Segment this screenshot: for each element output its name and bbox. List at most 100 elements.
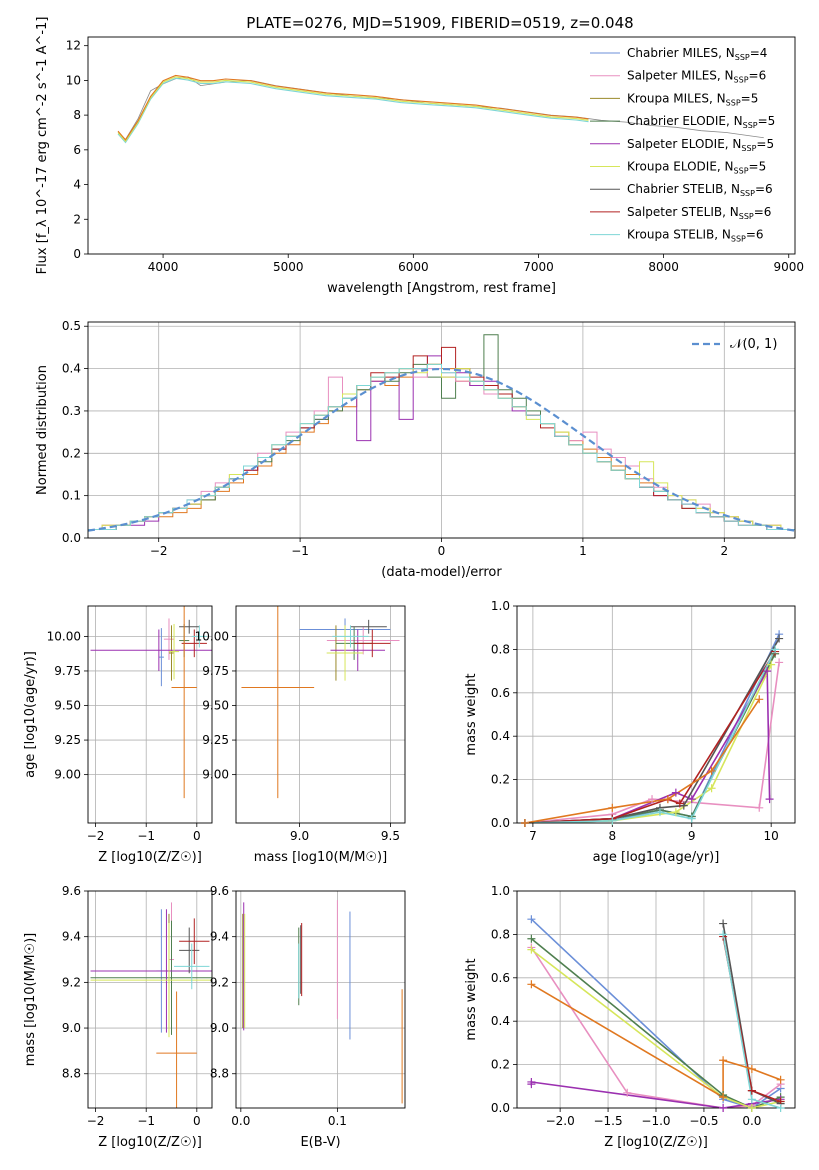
plus-marker bbox=[527, 945, 536, 954]
plus-marker bbox=[775, 658, 784, 667]
y-tick-label: 6 bbox=[73, 143, 81, 157]
plot-area bbox=[117, 74, 764, 144]
legend-count: =5 bbox=[741, 91, 759, 105]
x-axis-label: Z [log10(Z/Z☉)] bbox=[604, 1135, 708, 1150]
y-tick-label: 4 bbox=[73, 178, 81, 192]
grid-lines bbox=[88, 890, 212, 1108]
y-tick-label: 2 bbox=[73, 212, 81, 226]
grid-lines bbox=[236, 606, 405, 823]
plus-marker bbox=[775, 634, 784, 643]
y-tick-label: 8 bbox=[73, 108, 81, 122]
y-tick-label: 9.25 bbox=[54, 733, 81, 747]
y-tick-label: 9.25 bbox=[202, 733, 229, 747]
x-tick-label: −2 bbox=[87, 829, 105, 843]
legend-subscript: SSP bbox=[734, 167, 749, 176]
mass-weight-vs-age-panel: 7 8 9 10 0.0 0.2 0.4 0.6 0.8 1.0 age [log10(age/yr… bbox=[464, 599, 796, 865]
axes-frame bbox=[87, 36, 796, 255]
x-tick-label: 9.5 bbox=[381, 829, 400, 843]
legend-label: 𝒩(0, 1) bbox=[730, 337, 777, 352]
plus-marker bbox=[675, 799, 684, 808]
y-tick-label: 0.6 bbox=[491, 971, 510, 985]
mass-weight-vs-metallicity-panel: −2.0 −1.5 −1.0 −0.5 0.0 0.0 0.2 0.4 0.6 0.8 1.0 Z [… bbox=[464, 884, 796, 1150]
model-spectrum-line bbox=[117, 76, 589, 143]
y-tick-label: 8.8 bbox=[210, 1067, 229, 1081]
y-tick-label: 0.0 bbox=[491, 1101, 510, 1115]
legend-subscript: SSP bbox=[739, 212, 754, 221]
plus-marker bbox=[527, 915, 536, 924]
legend-count: =6 bbox=[746, 228, 764, 242]
x-tick-label: −1 bbox=[137, 1114, 155, 1128]
x-tick-label: −1.5 bbox=[593, 1114, 622, 1128]
axes-frame bbox=[516, 890, 796, 1109]
y-tick-label: 9.50 bbox=[202, 699, 229, 713]
plus-marker bbox=[719, 930, 728, 939]
legend: Chabrier MILES, NSSP=4 Salpeter MILES, NS… bbox=[590, 46, 775, 244]
plot-area bbox=[88, 334, 795, 532]
axes-frame bbox=[87, 890, 213, 1109]
x-tick-label: 7 bbox=[529, 829, 537, 843]
x-tick-label: 4000 bbox=[148, 260, 179, 274]
axes-frame bbox=[235, 890, 406, 1109]
y-axis-label: mass weight bbox=[464, 673, 479, 755]
legend-label: Kroupa ELODIE, NSSP=5 bbox=[627, 160, 766, 176]
x-tick-label: 1 bbox=[579, 544, 587, 558]
legend-subscript: SSP bbox=[740, 189, 755, 198]
axes-frame bbox=[516, 605, 796, 824]
mass-weight-line bbox=[530, 946, 782, 1108]
y-axis-label: mass [log10(M/M☉)] bbox=[23, 933, 38, 1066]
y-tick-label: 0.4 bbox=[491, 1014, 510, 1028]
plus-marker bbox=[687, 814, 696, 823]
x-tick-label: 8 bbox=[608, 829, 616, 843]
y-tick-label: 0.5 bbox=[62, 319, 81, 333]
x-tick-label: −2 bbox=[87, 1114, 105, 1128]
mass-weight-line bbox=[530, 918, 782, 1108]
mass-vs-ebv-panel: 0.0 0.1 8.8 9.0 9.2 9.4 9.6 E(B-V) bbox=[210, 884, 406, 1150]
x-tick-label: 0.1 bbox=[328, 1114, 347, 1128]
mass-weight-line bbox=[530, 938, 781, 1108]
plus-marker bbox=[767, 660, 776, 669]
grid-lines bbox=[236, 890, 405, 1108]
legend-count: =5 bbox=[758, 114, 776, 128]
x-tick-label: 0 bbox=[438, 544, 446, 558]
plus-marker bbox=[755, 695, 764, 704]
x-tick-label: 0 bbox=[193, 1114, 201, 1128]
y-axis-label: mass weight bbox=[464, 958, 479, 1040]
model-spectrum-line bbox=[117, 77, 589, 144]
y-tick-label: 0.6 bbox=[491, 686, 510, 700]
plus-marker bbox=[623, 1088, 632, 1097]
y-tick-label: 0.2 bbox=[62, 446, 81, 460]
grid-lines bbox=[517, 605, 795, 824]
legend-subscript: SSP bbox=[734, 76, 749, 85]
legend-label: Salpeter STELIB, NSSP=6 bbox=[627, 205, 771, 221]
y-tick-label: 0.4 bbox=[62, 362, 81, 376]
x-tick-label: 6000 bbox=[398, 260, 429, 274]
y-tick-label: 0.0 bbox=[62, 531, 81, 545]
y-tick-label: 10 bbox=[66, 73, 81, 87]
plus-marker bbox=[719, 919, 728, 928]
x-axis-label: (data-model)/error bbox=[381, 565, 502, 580]
plus-marker bbox=[771, 645, 780, 654]
plus-marker bbox=[527, 980, 536, 989]
plot-area bbox=[90, 902, 212, 1108]
legend-count: =5 bbox=[749, 160, 767, 174]
plus-marker bbox=[648, 795, 657, 804]
y-tick-label: 9.6 bbox=[210, 884, 229, 898]
mass-vs-metallicity-panel: −2 −1 0 8.8 9.0 9.2 9.4 9.6 Z [log10(Z/Z☉)] mass … bbox=[23, 884, 213, 1150]
data-spectrum-line bbox=[117, 76, 764, 141]
x-axis-label: Z [log10(Z/Z☉)] bbox=[98, 1135, 202, 1150]
plus-marker bbox=[608, 816, 617, 825]
plus-marker bbox=[747, 1086, 756, 1095]
plus-marker bbox=[747, 1064, 756, 1073]
y-tick-label: 0.4 bbox=[491, 729, 510, 743]
y-tick-label: 0.1 bbox=[62, 489, 81, 503]
y-tick-label: 9.75 bbox=[202, 664, 229, 678]
plus-marker bbox=[747, 1095, 756, 1104]
y-tick-label: 9.2 bbox=[62, 975, 81, 989]
x-tick-label: 8000 bbox=[648, 260, 679, 274]
legend-subscript: SSP bbox=[743, 121, 758, 130]
x-axis-label: age [log10(age/yr)] bbox=[593, 850, 720, 865]
legend-label: Kroupa STELIB, NSSP=6 bbox=[627, 228, 764, 244]
y-tick-label: 9.75 bbox=[54, 664, 81, 678]
x-tick-label: −0.5 bbox=[689, 1114, 718, 1128]
